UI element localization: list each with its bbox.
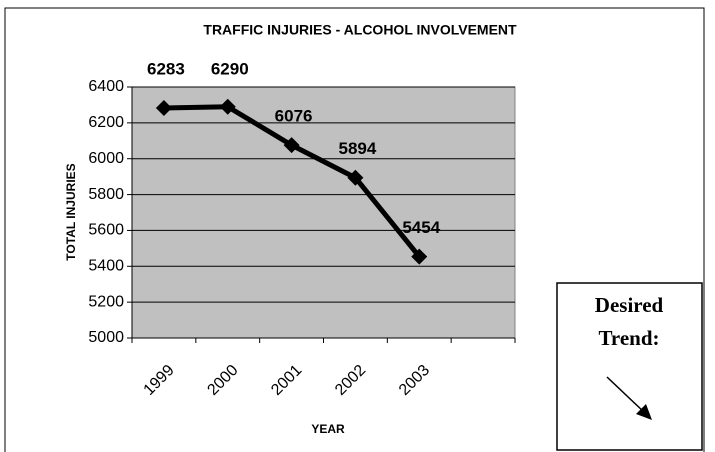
y-tick-label: 6400 [88, 78, 124, 95]
point-marker [283, 137, 300, 154]
y-tick-label: 6000 [88, 150, 124, 167]
y-tick-label: 5600 [88, 222, 124, 239]
data-label: 6283 [147, 59, 185, 78]
data-label: 5894 [339, 139, 377, 158]
plot-area [131, 86, 516, 339]
point-marker [411, 248, 428, 265]
y-tick-label: 5800 [88, 186, 124, 203]
chart-title: TRAFFIC INJURIES - ALCOHOL INVOLVEMENT [203, 22, 517, 38]
x-axis-label: YEAR [311, 422, 345, 436]
annotation-line: Desired [595, 293, 664, 317]
data-label: 6290 [211, 59, 249, 78]
point-marker [347, 169, 364, 186]
y-tick-label: 6200 [88, 114, 124, 131]
point-marker [219, 98, 236, 115]
annotation-line: Trend: [598, 326, 659, 350]
annotation-box [556, 282, 703, 451]
y-tick-label: 5400 [88, 258, 124, 275]
data-label: 6076 [275, 107, 313, 126]
data-label: 5454 [402, 218, 440, 237]
y-axis-label: TOTAL INJURIES [64, 163, 78, 260]
trend-arrow [606, 376, 646, 414]
y-tick-label: 5200 [88, 293, 124, 310]
y-tick-label: 5000 [88, 329, 124, 346]
trend-arrowhead [636, 404, 652, 420]
point-marker [155, 99, 172, 116]
